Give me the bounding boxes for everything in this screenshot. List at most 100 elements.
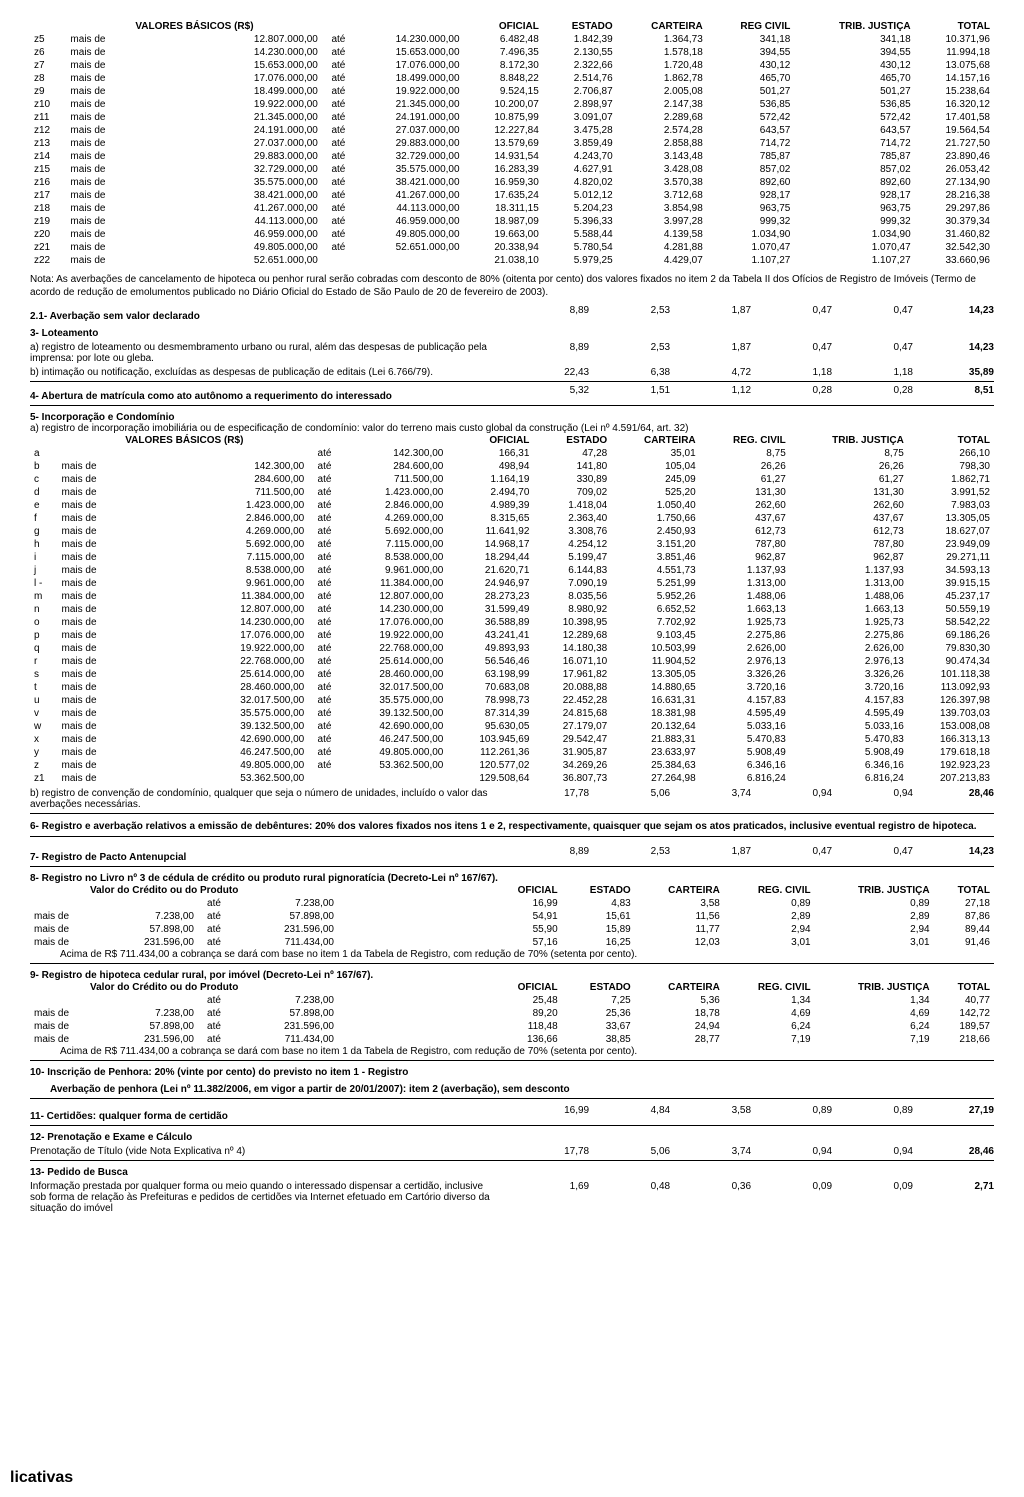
table-row: qmais de19.922.000,00até22.768.000,0049.… [30,642,994,655]
cell: mais de7.238,00até57.898,00 [30,1007,490,1020]
cell: mais de [58,525,122,538]
value: 0,28 [836,385,913,402]
h: OFICIAL [464,20,543,33]
cell: 2.494,70 [447,486,533,499]
cell: até [322,33,355,46]
table-row: z14mais de29.883.000,00até32.729.000,001… [30,150,994,163]
cell: 8.538.000,00 [121,564,308,577]
cell: 21.345.000,00 [131,111,322,124]
cell: 3.308,76 [533,525,611,538]
value: 0,09 [836,1181,913,1214]
cell: z1 [30,772,58,785]
cell: 2,94 [724,923,815,936]
cell: 14.931,54 [464,150,543,163]
cell: mais de [58,577,122,590]
cell: x [30,733,58,746]
cell: 11,77 [635,923,724,936]
sec10-a: 10- Inscrição de Penhora: 20% (vinte por… [30,1067,994,1078]
table-row: rmais de22.768.000,00até25.614.000,0056.… [30,655,994,668]
cell: 13.305,05 [611,668,699,681]
cell: 643,57 [707,124,795,137]
table-row: z7mais de15.653.000,00até17.076.000,008.… [30,59,994,72]
cell: 0,89 [815,897,934,910]
cell: 142.300,00 [341,447,448,460]
table-row: umais de32.017.500,00até35.575.000,0078.… [30,694,994,707]
cell: 711.500,00 [341,473,448,486]
table-row: jmais de8.538.000,00até9.961.000,0021.62… [30,564,994,577]
cell: 4,69 [724,1007,815,1020]
cell: 3.570,38 [617,176,707,189]
h: ESTADO [562,884,635,897]
table-row: tmais de28.460.000,00até32.017.500,0070.… [30,681,994,694]
value: 2,53 [593,846,670,863]
cell: 2.626,00 [700,642,790,655]
cell: 19.922.000,00 [341,629,448,642]
cell: z [30,759,58,772]
cell: 30.379,34 [915,215,994,228]
cell: até [308,590,340,603]
cell: 11.641,92 [447,525,533,538]
cell: 20.338,94 [464,241,543,254]
value: 14,23 [917,305,994,322]
table-row: mais de57.898,00até231.596,0055,9015,891… [30,923,994,936]
cell: 38,85 [562,1033,635,1046]
value: 1,87 [674,846,751,863]
cell: a [30,447,58,460]
cell: 2.846.000,00 [121,512,308,525]
sec-2-1: 2.1- Averbação sem valor declarado 8,892… [30,305,994,322]
cell: 31.460,82 [915,228,994,241]
table-row: vmais de35.575.000,00até39.132.500,0087.… [30,707,994,720]
cell: 928,17 [707,189,795,202]
cell: g [30,525,58,538]
cell: 3.326,26 [790,668,908,681]
cell: 55,90 [490,923,562,936]
h [308,434,340,447]
cell: mais de [66,254,131,267]
table-9: Valor do Crédito ou do Produto OFICIAL E… [30,981,994,1046]
cell: mais de57.898,00até231.596,00 [30,923,490,936]
cell: até [308,525,340,538]
value: 3,74 [674,788,751,810]
sec8-foot: Acima de R$ 711.434,00 a cobrança se dar… [30,949,994,964]
cell: 1.862,71 [908,473,994,486]
h: ESTADO [533,434,611,447]
value: 2,53 [593,305,670,322]
cell: 29.883.000,00 [131,150,322,163]
cell: mais de [58,720,122,733]
cell: até7.238,00 [30,994,490,1007]
cell: 101.118,38 [908,668,994,681]
cell: 18.627,07 [908,525,994,538]
cell: 2.976,13 [700,655,790,668]
cell: 27.134,90 [915,176,994,189]
table-row: xmais de42.690.000,00até46.247.500,00103… [30,733,994,746]
value: 1,69 [512,1181,589,1214]
cell: 4,83 [562,897,635,910]
cell: 2.574,28 [617,124,707,137]
cell: 7.702,92 [611,616,699,629]
cell: até [308,447,340,460]
cell: 430,12 [707,59,795,72]
cell: 3,58 [635,897,724,910]
cell: 892,60 [794,176,914,189]
cell: 3.851,46 [611,551,699,564]
cell: 14.880,65 [611,681,699,694]
cell: 1.137,93 [790,564,908,577]
value: 0,94 [836,788,913,810]
value: 0,48 [593,1181,670,1214]
cell: 643,57 [794,124,914,137]
cell: 4.820,02 [543,176,617,189]
cell: 4.429,07 [617,254,707,267]
cell: 3.720,16 [700,681,790,694]
cell: até [322,202,355,215]
value: 0,47 [836,846,913,863]
table-row: z1mais de53.362.500,00129.508,6436.807,7… [30,772,994,785]
sec9-foot: Acima de R$ 711.434,00 a cobrança se dar… [30,1046,994,1061]
cell: i [30,551,58,564]
cell: 24.191.000,00 [131,124,322,137]
cell: 11.904,52 [611,655,699,668]
cell: mais de [66,150,131,163]
h [341,434,448,447]
cell: 437,67 [700,512,790,525]
cell: 14.230.000,00 [131,46,322,59]
cell: 612,73 [700,525,790,538]
